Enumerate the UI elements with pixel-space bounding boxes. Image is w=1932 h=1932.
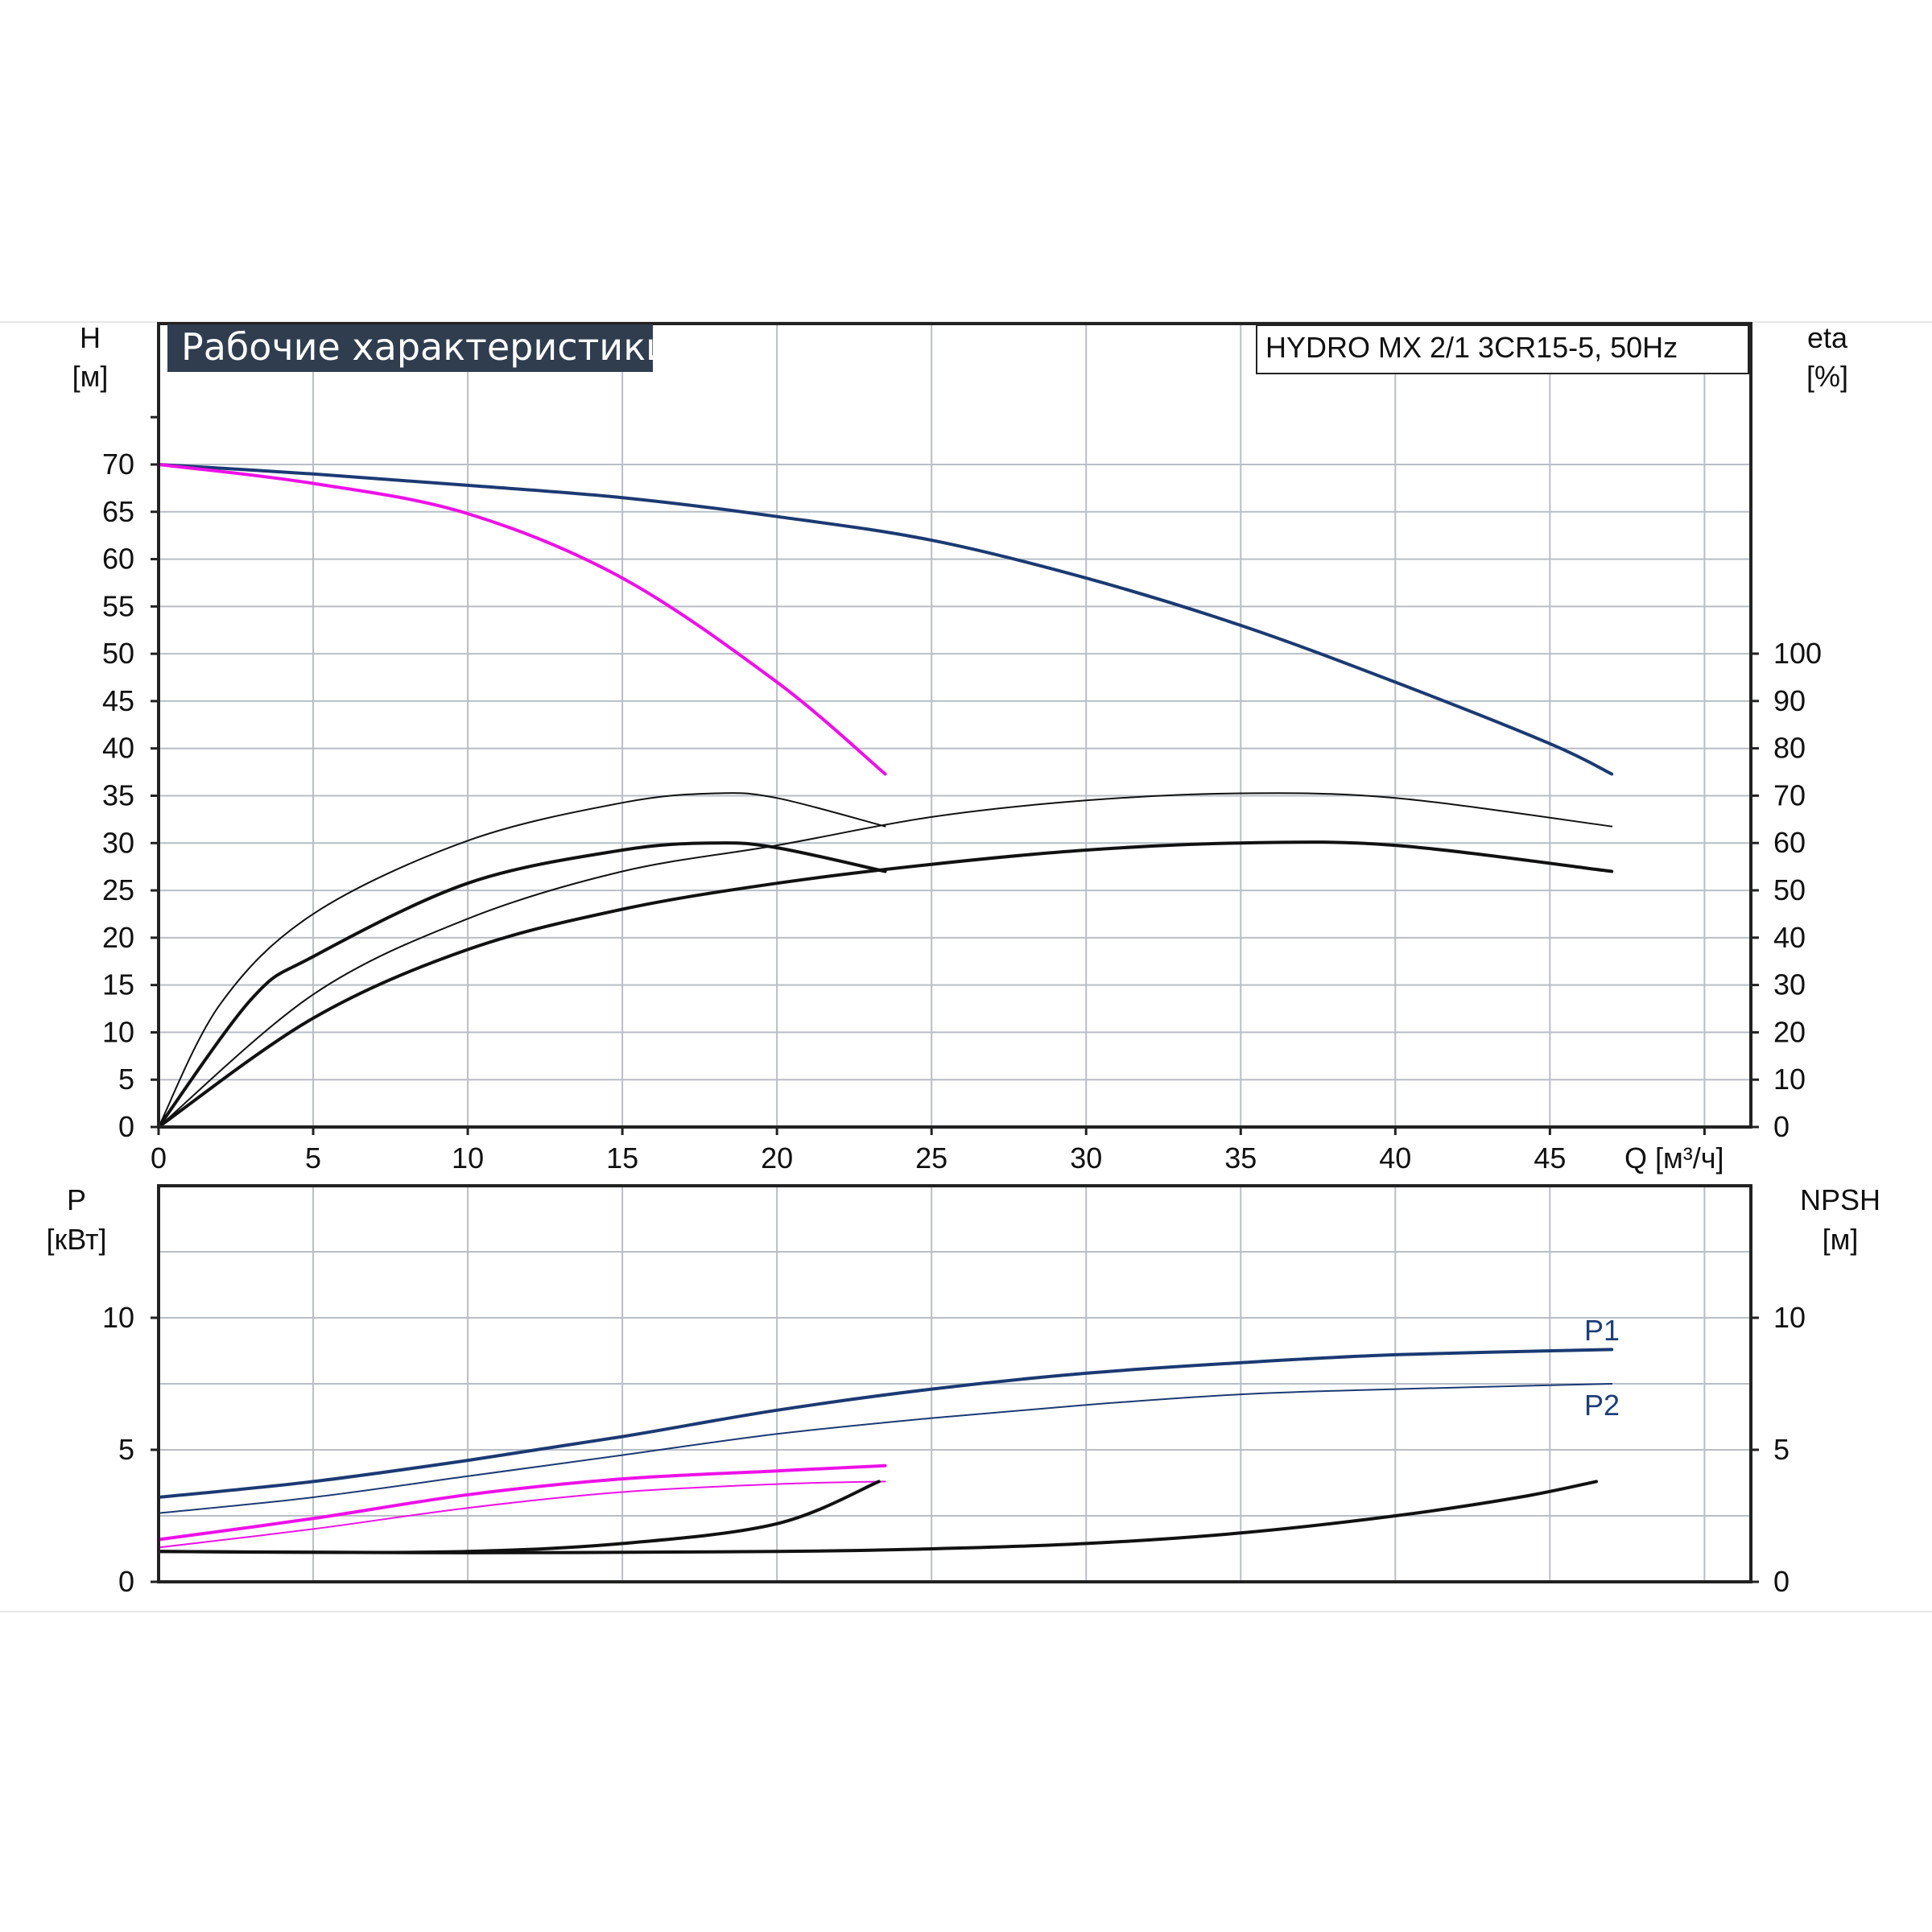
left-tick-label: 5 — [118, 1433, 134, 1466]
h-axis-unit: [м] — [72, 360, 109, 393]
left-tick-label: 0 — [118, 1110, 134, 1143]
chart-title: Рабочие характеристики — [181, 325, 670, 369]
q-axis-label: Q [м³/ч] — [1624, 1141, 1724, 1174]
top-blue-curve — [157, 463, 1614, 776]
left-tick-label: 70 — [102, 448, 134, 481]
bottom-plot-border — [157, 1184, 1752, 1583]
right-tick-label: 20 — [1773, 1015, 1806, 1048]
right-tick-label: 5 — [1773, 1433, 1790, 1466]
left-tick-label: 65 — [102, 495, 134, 528]
model-label: HYDRO MX 2/1 3CR15-5, 50Hz — [1265, 331, 1678, 364]
left-tick-label: 15 — [102, 968, 134, 1001]
left-tick-label: 5 — [118, 1063, 134, 1096]
left-tick-label: 45 — [102, 684, 134, 717]
p-axis-unit: [кВт] — [46, 1223, 106, 1256]
left-tick-label: 60 — [102, 543, 134, 576]
left-tick-label: 25 — [102, 873, 134, 906]
top-black-curve — [157, 840, 1614, 1129]
left-tick-label: 50 — [102, 637, 134, 670]
p1-series-label: P1 — [1584, 1314, 1620, 1347]
eta-axis-unit: [%] — [1806, 360, 1848, 393]
right-tick-label: 100 — [1773, 637, 1822, 670]
left-tick-label: 40 — [102, 732, 134, 765]
left-tick-label: 10 — [102, 1301, 134, 1334]
p2-series-label: P2 — [1584, 1389, 1620, 1422]
x-tick-label: 30 — [1070, 1141, 1102, 1174]
bottom-magenta-curve — [158, 1480, 886, 1549]
left-tick-label: 20 — [102, 921, 134, 954]
head-efficiency-panel: 0510152025303540455055606570010203040506… — [72, 321, 1848, 1174]
x-tick-label: 40 — [1379, 1141, 1411, 1174]
left-tick-label: 0 — [118, 1565, 134, 1598]
bottom-black-curve — [157, 1480, 1598, 1554]
power-npsh-panel: 0 5 10 0 5 10 P [кВт] NPSH [м] P1 P2 — [46, 1183, 1880, 1598]
bottom-magenta-curve — [157, 1463, 887, 1542]
right-tick-label: 60 — [1773, 826, 1806, 859]
right-tick-label: 50 — [1773, 873, 1806, 906]
top-plot-border — [157, 322, 1752, 1129]
p2-curve — [158, 1383, 1613, 1514]
bottom-ticks: 0 5 10 0 5 10 — [102, 1301, 1806, 1598]
top-black-curve — [157, 841, 887, 1129]
top-magenta-curve — [157, 463, 887, 776]
right-tick-label: 0 — [1773, 1110, 1790, 1143]
left-tick-label: 55 — [102, 589, 134, 622]
p-axis-label: P — [67, 1183, 86, 1216]
top-black-curve — [158, 792, 886, 1128]
right-tick-label: 70 — [1773, 778, 1806, 811]
bottom-black-curve — [157, 1480, 881, 1554]
bottom-series — [157, 1348, 1614, 1554]
top-ticks: 0510152025303540455055606570010203040506… — [102, 415, 1822, 1174]
x-tick-label: 25 — [915, 1141, 947, 1174]
h-axis-label: H — [80, 321, 101, 354]
npsh-axis-label: NPSH — [1800, 1183, 1880, 1216]
right-tick-label: 10 — [1773, 1063, 1806, 1096]
right-tick-label: 90 — [1773, 684, 1806, 717]
left-tick-label: 30 — [102, 826, 134, 859]
eta-axis-label: eta — [1807, 321, 1848, 354]
right-tick-label: 10 — [1773, 1301, 1806, 1334]
left-tick-label: 35 — [102, 779, 134, 812]
x-tick-label: 20 — [761, 1141, 793, 1174]
bottom-grid — [159, 1186, 1751, 1582]
p1-curve — [157, 1348, 1614, 1499]
top-grid — [159, 324, 1751, 1127]
right-tick-label: 30 — [1773, 968, 1806, 1001]
npsh-axis-unit: [м] — [1823, 1223, 1859, 1256]
x-tick-label: 15 — [606, 1141, 638, 1174]
x-tick-label: 45 — [1534, 1141, 1566, 1174]
x-tick-label: 10 — [452, 1141, 484, 1174]
right-tick-label: 80 — [1773, 732, 1806, 765]
x-tick-label: 5 — [305, 1141, 321, 1174]
left-tick-label: 10 — [102, 1015, 134, 1048]
top-series — [157, 463, 1614, 1129]
x-tick-label: 0 — [151, 1141, 167, 1174]
right-tick-label: 0 — [1773, 1565, 1790, 1598]
x-tick-label: 35 — [1224, 1141, 1257, 1174]
right-tick-label: 40 — [1773, 921, 1806, 954]
model-box — [1256, 324, 1749, 374]
top-black-curve — [158, 792, 1613, 1128]
title-box — [167, 324, 653, 372]
